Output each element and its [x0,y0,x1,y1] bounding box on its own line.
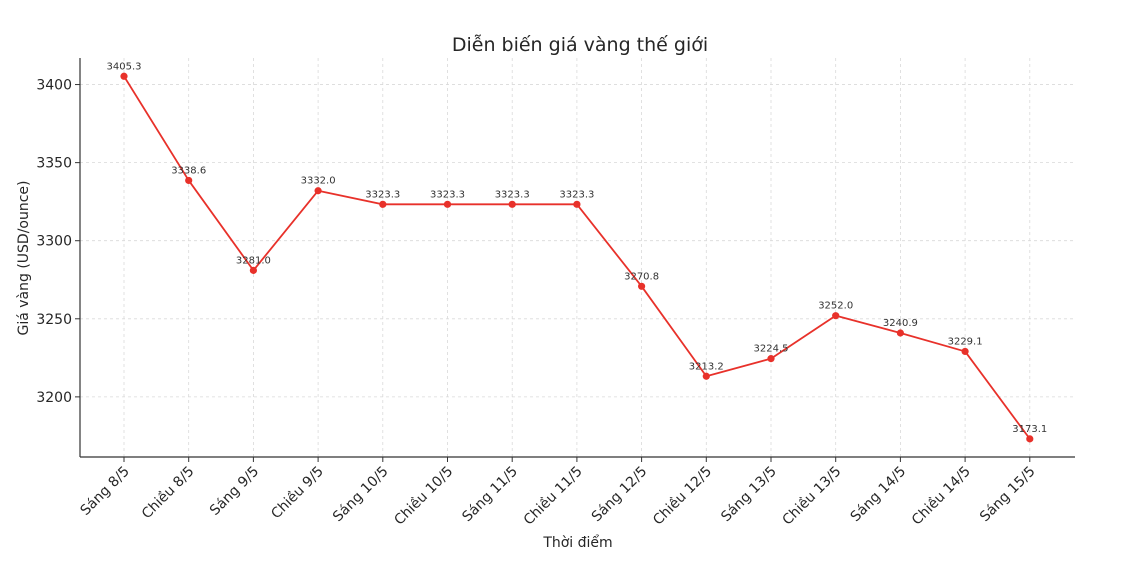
data-point [702,372,710,380]
data-point [379,200,387,208]
series-layer: 3405.3 3338.6 3281.0 3332.0 3323.3 3323.3 3323… [107,61,1047,443]
x-tick-label: Sáng 14/5 [848,464,910,526]
x-tick-label: Chiều 14/5 [908,463,974,529]
data-label: 3338.6 [171,165,206,176]
data-label: 3323.3 [559,189,594,200]
data-label: 3281.0 [236,255,271,266]
data-label: 3323.3 [495,189,530,200]
data-point [508,200,516,208]
data-label: 3240.9 [883,318,918,329]
x-tick-label: Sáng 15/5 [977,464,1039,526]
y-tick-label: 3200 [36,390,72,406]
data-point [573,200,581,208]
x-tick-label: Chiều 8/5 [138,463,197,522]
y-tick-label: 3400 [36,78,72,94]
data-point [185,176,193,185]
data-label: 3224.5 [754,344,789,355]
x-tick-label: Sáng 11/5 [459,464,521,526]
x-axis-ticks: Sáng 8/5 Chiều 8/5 Sáng 9/5 Chiều 9/5 Sáng 1… [78,457,1039,529]
y-tick-label: 3250 [36,312,72,328]
data-point [832,312,840,320]
data-label: 3173.1 [1012,424,1047,435]
data-label: 3229.1 [948,336,983,347]
data-label: 3252.0 [818,301,853,312]
x-tick-label: Sáng 10/5 [330,464,392,526]
data-point [638,282,646,290]
chart-title: Diễn biến giá vàng thế giới [452,33,708,56]
data-point [961,347,969,356]
x-tick-label: Sáng 13/5 [718,464,780,526]
data-label: 3405.3 [107,61,142,72]
y-axis-label: Giá vàng (USD/ounce) [16,180,32,335]
x-tick-label: Sáng 12/5 [589,464,651,526]
x-tick-label: Chiều 12/5 [649,463,715,529]
data-label: 3323.3 [365,189,400,200]
y-tick-label: 3350 [36,156,72,172]
data-label: 3323.3 [430,189,465,200]
data-label: 3213.2 [689,361,724,372]
data-label: 3332.0 [301,176,336,187]
x-axis-label: Thời điểm [542,534,612,551]
y-axis-ticks: 3200 3250 3300 3350 3400 [36,78,80,406]
y-tick-label: 3300 [36,234,72,250]
data-point [1026,435,1034,443]
x-tick-label: Chiều 10/5 [391,463,457,529]
data-point [767,355,775,363]
x-tick-label: Chiều 11/5 [520,463,586,529]
grid [80,58,1075,457]
data-point [314,187,322,195]
data-point [896,329,905,337]
data-point [443,200,452,208]
x-tick-label: Chiều 9/5 [268,463,327,522]
data-point [249,266,257,274]
data-label: 3270.8 [624,271,659,282]
x-tick-label: Sáng 8/5 [78,464,133,519]
data-point [120,72,128,80]
x-tick-label: Chiều 13/5 [779,463,845,529]
x-tick-label: Sáng 9/5 [207,464,262,519]
